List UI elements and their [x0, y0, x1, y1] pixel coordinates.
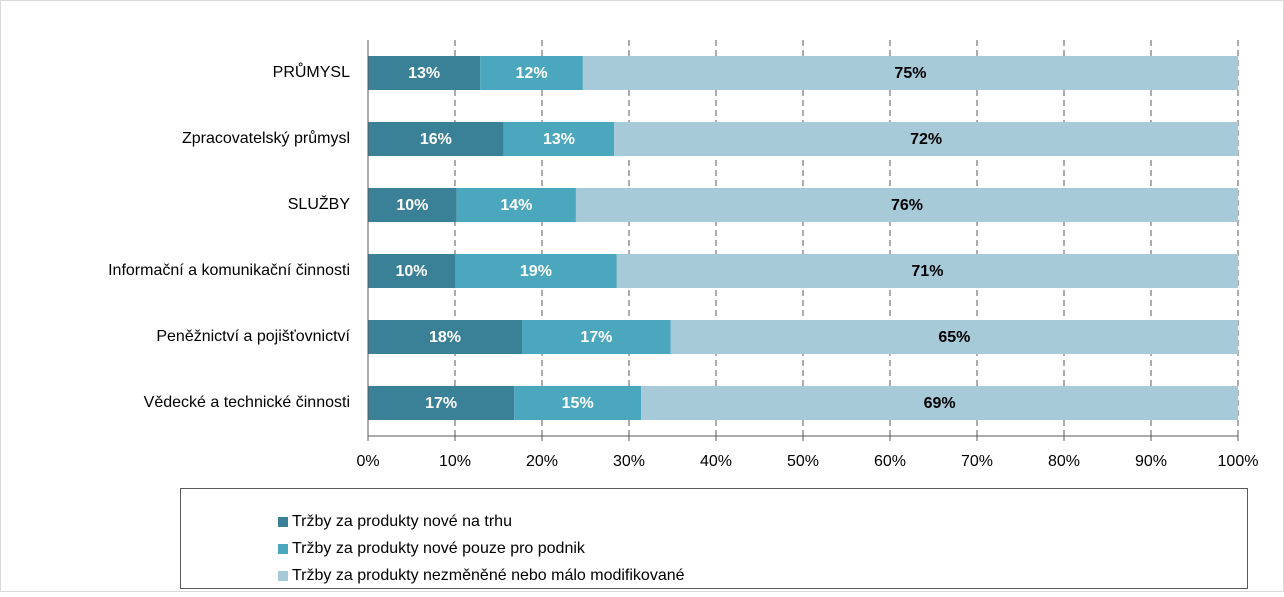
x-tick-label: 70%: [961, 453, 993, 470]
legend-label: Tržby za produkty nové pouze pro podnik: [292, 540, 586, 557]
x-tick-label: 40%: [700, 453, 732, 470]
bar-segment: [514, 386, 642, 420]
bar-segment: [368, 386, 515, 420]
legend-swatch: [278, 544, 288, 554]
x-tick-label: 10%: [439, 453, 471, 470]
x-tick-label: 20%: [526, 453, 558, 470]
bar-segment: [503, 122, 615, 156]
data-label: 18%: [429, 329, 461, 346]
data-label: 17%: [425, 395, 457, 412]
legend-label: Tržby za produkty nezměněné nebo málo mo…: [292, 567, 685, 584]
bar-segment: [582, 56, 1238, 90]
x-tick-label: 80%: [1048, 453, 1080, 470]
y-tick-label: Informační a komunikační činnosti: [108, 262, 350, 279]
x-tick-label: 100%: [1218, 453, 1259, 470]
data-label: 72%: [910, 131, 942, 148]
bar-segment: [368, 56, 481, 90]
y-tick-label: PRŮMYSL: [273, 62, 350, 81]
bar-segment: [368, 254, 455, 288]
data-label: 65%: [938, 329, 970, 346]
data-label: 16%: [420, 131, 452, 148]
bar-segment: [521, 320, 671, 354]
bar-segment: [575, 188, 1238, 222]
data-label: 71%: [911, 263, 943, 280]
y-tick-label: Vědecké a technické činnosti: [144, 394, 350, 411]
y-tick-label: Zpracovatelský průmysl: [182, 129, 350, 147]
bar-segment: [641, 386, 1238, 420]
data-label: 12%: [516, 65, 548, 82]
x-tick-label: 0%: [356, 453, 379, 470]
data-label: 17%: [580, 329, 612, 346]
bar-segment: [480, 56, 583, 90]
x-tick-label: 90%: [1135, 453, 1167, 470]
bar-segment: [368, 188, 457, 222]
data-label: 19%: [520, 263, 552, 280]
bar-segment: [456, 188, 576, 222]
data-label: 69%: [924, 395, 956, 412]
data-label: 10%: [395, 263, 427, 280]
legend-swatch: [278, 571, 288, 581]
data-label: 14%: [500, 197, 532, 214]
data-label: 13%: [543, 131, 575, 148]
legend-swatch: [278, 517, 288, 527]
y-tick-label: Peněžnictví a pojišťovnictví: [156, 328, 350, 345]
data-label: 75%: [894, 65, 926, 82]
x-tick-label: 60%: [874, 453, 906, 470]
x-tick-label: 50%: [787, 453, 819, 470]
bar-segment: [368, 320, 522, 354]
bar-segment: [455, 254, 617, 288]
x-tick-label: 30%: [613, 453, 645, 470]
bar-segment: [670, 320, 1238, 354]
legend-label: Tržby za produkty nové na trhu: [292, 513, 512, 530]
bar-segment: [616, 254, 1238, 288]
data-label: 76%: [891, 197, 923, 214]
legend-box: [180, 488, 1248, 589]
data-label: 13%: [408, 65, 440, 82]
data-label: 10%: [396, 197, 428, 214]
y-tick-label: SLUŽBY: [288, 194, 351, 213]
data-label: 15%: [562, 395, 594, 412]
bar-segment: [614, 122, 1238, 156]
bar-segment: [368, 122, 504, 156]
